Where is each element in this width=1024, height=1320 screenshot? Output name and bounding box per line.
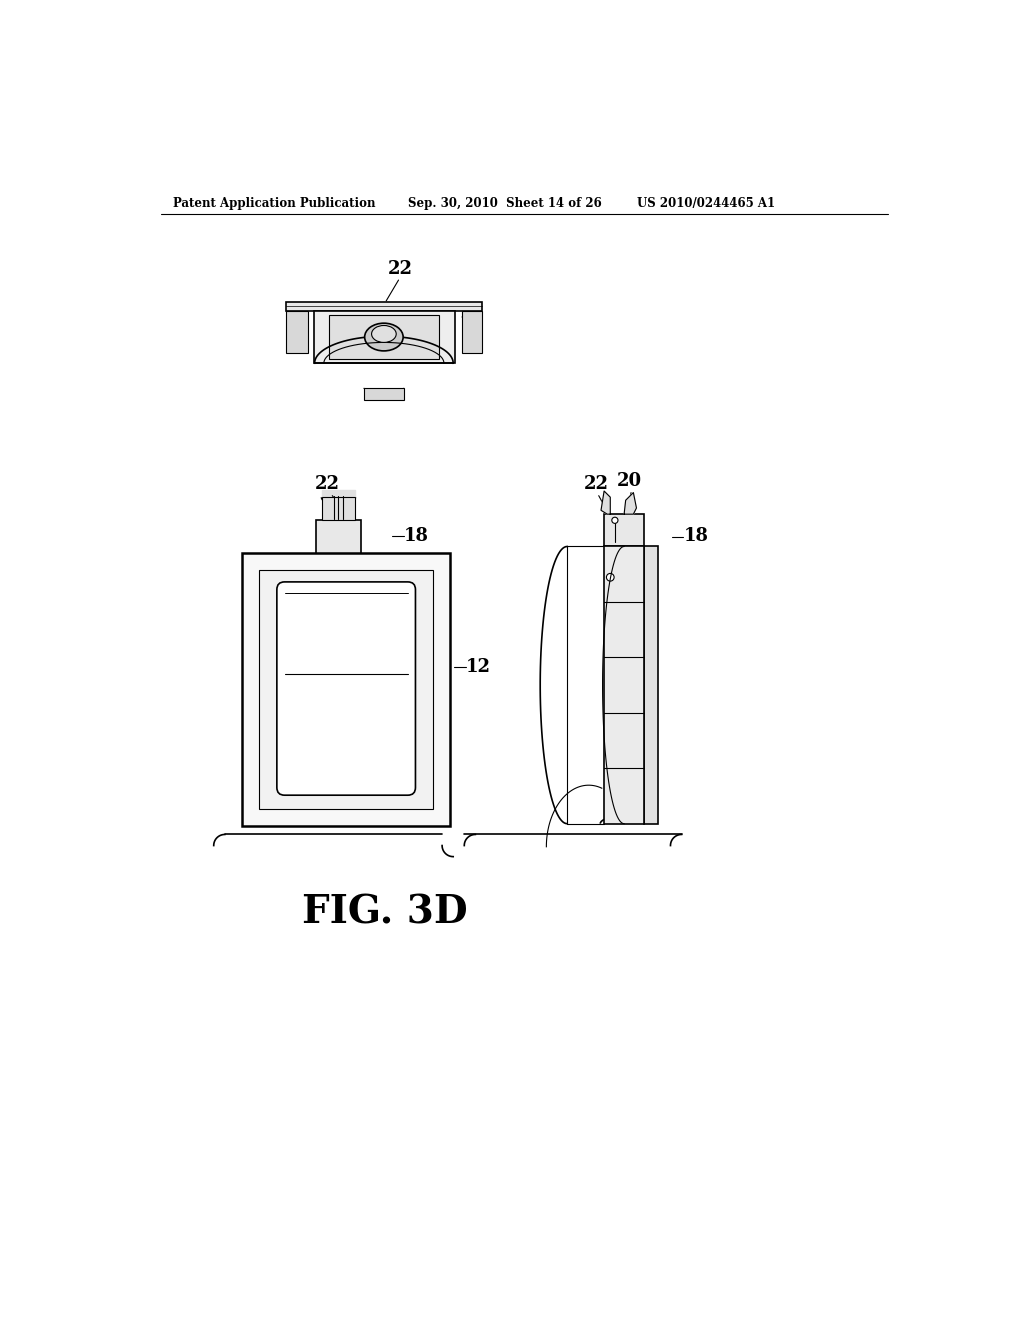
Bar	[604, 515, 644, 546]
Text: Sep. 30, 2010  Sheet 14 of 26: Sep. 30, 2010 Sheet 14 of 26	[408, 197, 601, 210]
Text: Patent Application Publication: Patent Application Publication	[173, 197, 376, 210]
Bar	[604, 546, 644, 824]
Text: FIG. 3D: FIG. 3D	[302, 894, 468, 932]
Circle shape	[611, 517, 617, 524]
Text: US 2010/0244465 A1: US 2010/0244465 A1	[637, 197, 775, 210]
Bar	[322, 498, 355, 520]
Bar	[462, 312, 482, 354]
Polygon shape	[314, 337, 454, 363]
Text: 22: 22	[387, 260, 413, 277]
Text: 22: 22	[584, 475, 609, 494]
Bar	[243, 553, 451, 826]
Bar	[286, 312, 307, 354]
Text: 12: 12	[466, 657, 490, 676]
FancyBboxPatch shape	[276, 582, 416, 795]
Bar	[316, 520, 360, 554]
Text: 22: 22	[314, 475, 339, 494]
Text: 18: 18	[403, 527, 429, 545]
Text: 20: 20	[616, 471, 642, 490]
Text: 18: 18	[683, 527, 709, 545]
Bar	[286, 302, 482, 312]
Bar	[364, 388, 403, 400]
Ellipse shape	[365, 323, 403, 351]
Polygon shape	[601, 491, 610, 515]
Bar	[330, 315, 439, 359]
Bar	[259, 570, 433, 809]
Ellipse shape	[372, 326, 396, 342]
Bar	[644, 546, 658, 824]
Circle shape	[606, 573, 614, 581]
Polygon shape	[625, 492, 637, 515]
Bar	[313, 312, 455, 363]
